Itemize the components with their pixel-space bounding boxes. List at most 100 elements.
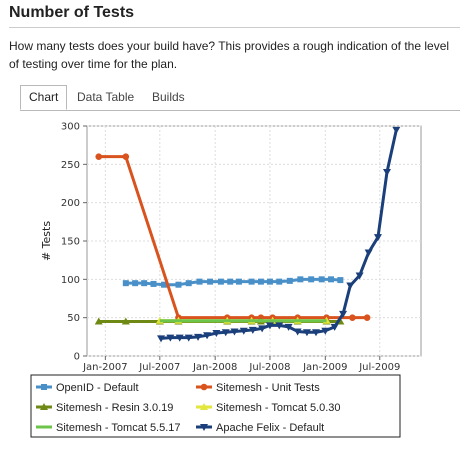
axes: 0 50 100 150 200 250 300 Jan-2007 Jul-2007 Jan-20… — [40, 122, 421, 373]
y-axis-label: # Tests — [40, 221, 53, 261]
legend-item: Sitemesh - Resin 3.0.19 — [36, 402, 173, 414]
data-point — [157, 335, 166, 343]
data-point — [302, 329, 311, 337]
data-point — [184, 334, 193, 342]
data-point — [94, 317, 103, 325]
data-point — [286, 277, 293, 284]
data-point — [364, 249, 373, 257]
data-point — [258, 325, 267, 333]
x-tick-label: Jul-2007 — [138, 362, 180, 373]
data-point — [330, 323, 339, 331]
data-point — [363, 314, 371, 321]
legend-label: Apache Felix - Default — [216, 422, 324, 434]
data-point — [392, 126, 401, 134]
x-tick-label: Jul-2008 — [248, 362, 290, 373]
tab-chart[interactable]: Chart — [20, 85, 68, 110]
y-tick-label: 50 — [67, 313, 80, 324]
data-point — [265, 322, 274, 330]
data-point — [337, 277, 344, 284]
data-point — [284, 323, 293, 331]
data-point — [346, 282, 355, 290]
data-point — [196, 278, 203, 285]
data-point — [235, 278, 242, 285]
data-point — [200, 424, 208, 431]
tab-bar-divider — [20, 110, 460, 111]
data-point — [122, 280, 129, 287]
tab-builds[interactable]: Builds — [152, 90, 185, 104]
data-point — [248, 326, 257, 334]
legend-item: Sitemesh - Tomcat 5.5.17 — [36, 422, 181, 434]
data-point — [132, 280, 139, 287]
data-point — [194, 333, 203, 341]
legend-label: OpenID - Default — [56, 382, 139, 394]
data-point — [200, 403, 208, 410]
page-description: How many tests does your build have? Thi… — [9, 39, 450, 71]
y-tick-label: 100 — [61, 275, 80, 286]
data-point — [217, 278, 224, 285]
y-tick-label: 200 — [61, 198, 80, 209]
data-point — [311, 329, 320, 337]
legend-item: Sitemesh - Unit Tests — [196, 382, 320, 394]
data-point — [382, 169, 391, 176]
data-point — [221, 329, 230, 337]
legend: OpenID - Default Sitemesh - Unit Tests Sit… — [30, 374, 401, 438]
data-point — [40, 403, 48, 410]
legend-item: Sitemesh - Tomcat 5.0.30 — [196, 402, 341, 414]
data-point — [297, 276, 304, 283]
x-tick-label: Jul-2009 — [358, 362, 400, 373]
y-tick-label: 250 — [61, 160, 80, 171]
data-point — [349, 314, 356, 321]
legend-label: Sitemesh - Tomcat 5.0.30 — [216, 402, 341, 414]
legend-item: Apache Felix - Default — [196, 422, 324, 434]
data-point — [150, 280, 157, 287]
data-point — [257, 278, 264, 285]
data-point — [207, 278, 214, 285]
legend-label: Sitemesh - Resin 3.0.19 — [56, 402, 173, 414]
data-point — [200, 383, 208, 391]
legend-item: OpenID - Default — [36, 382, 139, 394]
data-point — [227, 278, 234, 285]
data-point — [175, 281, 182, 288]
tab-data-table[interactable]: Data Table — [77, 90, 135, 104]
data-point — [321, 327, 330, 335]
legend-label: Sitemesh - Unit Tests — [216, 382, 320, 394]
series-1 — [122, 276, 344, 288]
data-point — [161, 281, 168, 288]
data-point — [239, 327, 248, 335]
x-tick-label: Jan-2009 — [302, 362, 347, 373]
data-point — [141, 280, 148, 287]
y-tick-label: 0 — [74, 352, 80, 363]
data-point — [318, 276, 325, 283]
data-point — [166, 334, 175, 342]
data-point — [275, 322, 284, 330]
data-point — [230, 328, 239, 336]
title-divider — [9, 27, 460, 28]
data-point — [266, 278, 273, 285]
data-point — [41, 384, 47, 390]
x-tick-label: Jan-2008 — [192, 362, 237, 373]
data-point — [175, 334, 184, 342]
data-point — [276, 278, 283, 285]
x-tick-label: Jan-2007 — [82, 362, 127, 373]
data-point — [373, 234, 382, 242]
y-tick-label: 150 — [61, 237, 80, 248]
data-point — [339, 310, 348, 318]
data-point — [328, 276, 335, 283]
data-point — [293, 328, 302, 336]
legend-label: Sitemesh - Tomcat 5.5.17 — [56, 422, 181, 434]
page-title: Number of Tests — [9, 4, 135, 21]
data-point — [95, 153, 103, 160]
legend-box — [30, 374, 401, 438]
data-point — [355, 272, 364, 280]
data-point — [248, 278, 255, 285]
data-point — [122, 153, 130, 160]
series-line — [125, 277, 341, 287]
data-point — [203, 332, 212, 340]
y-tick-label: 300 — [61, 122, 80, 133]
data-point — [121, 317, 130, 325]
series-6 — [157, 126, 401, 343]
tab-bar: Chart Data Table Builds — [20, 85, 460, 110]
data-point — [185, 280, 192, 287]
data-point — [308, 276, 315, 283]
